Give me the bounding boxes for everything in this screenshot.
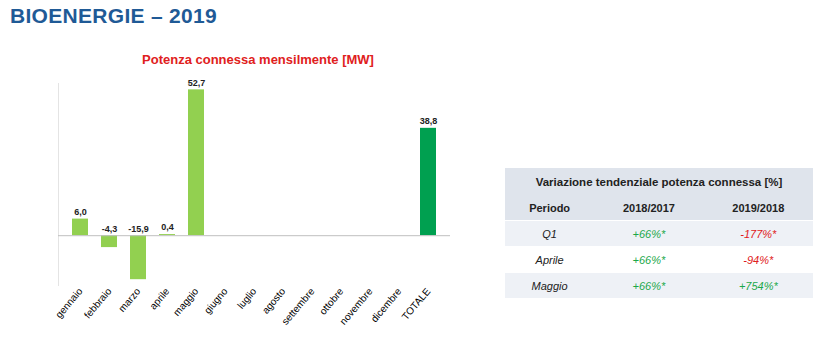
svg-text:luglio: luglio (235, 285, 259, 310)
html-text:Maggio: Maggio (531, 279, 568, 292)
svg-text:52,7: 52,7 (188, 78, 206, 88)
html-text:Aprile: Aprile (535, 253, 564, 266)
svg-text:ottobre: ottobre (317, 285, 346, 316)
html-text:2018/2017: 2018/2017 (622, 201, 675, 214)
html-text:Q1: Q1 (542, 227, 557, 240)
html-text:+66%*: +66%* (632, 227, 666, 240)
svg-text:maggio: maggio (171, 285, 201, 318)
html-text:Variazione tendenziale potenza: Variazione tendenziale potenza connessa … (535, 175, 783, 188)
svg-text:settembre: settembre (279, 285, 316, 326)
svg-text:-15,9: -15,9 (128, 224, 149, 234)
svg-text:agosto: agosto (260, 285, 288, 315)
svg-text:TOTALE: TOTALE (400, 286, 433, 322)
svg-text:novembre: novembre (337, 285, 374, 326)
html-text:+66%*: +66%* (632, 253, 666, 266)
html-text:Potenza connessa mensilmente [: Potenza connessa mensilmente [MW] (142, 52, 374, 67)
svg-text:giugno: giugno (202, 285, 230, 315)
html-text:+66%*: +66%* (632, 279, 666, 292)
svg-text:-4,3: -4,3 (102, 224, 118, 234)
svg-text:dicembre: dicembre (369, 285, 404, 324)
svg-text:febbraio: febbraio (82, 285, 114, 320)
svg-text:0,4: 0,4 (161, 222, 174, 232)
svg-text:marzo: marzo (116, 285, 143, 314)
html-text:-177%*: -177%* (740, 227, 777, 240)
html-text:BIOENERGIE – 2019: BIOENERGIE – 2019 (10, 4, 217, 27)
svg-text:6,0: 6,0 (74, 207, 87, 217)
html-text:-94%*: -94%* (743, 253, 774, 266)
svg-text:38,8: 38,8 (420, 116, 438, 126)
html-text:+754%*: +754%* (738, 279, 778, 292)
svg-text:aprile: aprile (147, 285, 171, 311)
html-text:2019/2018: 2019/2018 (732, 201, 785, 214)
svg-text:gennaio: gennaio (53, 285, 85, 320)
html-text:Periodo: Periodo (529, 201, 571, 214)
